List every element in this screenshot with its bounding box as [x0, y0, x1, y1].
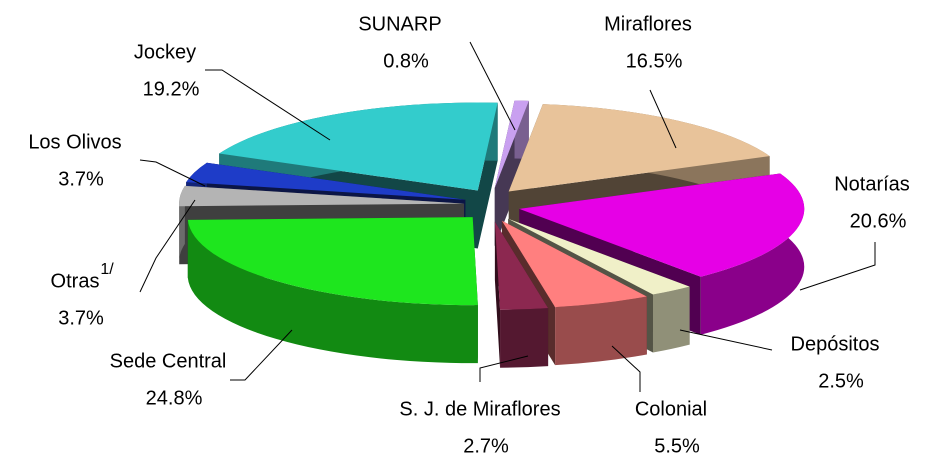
- leader-line: [205, 69, 331, 141]
- slice-side: [500, 308, 549, 368]
- category-label: Jockey: [134, 41, 196, 63]
- leader-line: [611, 345, 641, 392]
- value-label: 0.8%: [383, 50, 429, 72]
- value-label: 3.7%: [58, 168, 104, 190]
- category-label: Los Olivos: [28, 131, 121, 153]
- leader-line: [679, 329, 773, 351]
- slice: [508, 218, 690, 295]
- category-label: Sede Central: [110, 350, 227, 372]
- slice: [186, 162, 466, 200]
- slice: [519, 173, 805, 277]
- footnote-mark: 1/: [100, 261, 114, 278]
- leader-line: [799, 242, 876, 291]
- leader-line: [139, 159, 206, 187]
- value-label: 24.8%: [146, 387, 203, 409]
- value-label: 2.5%: [818, 370, 864, 392]
- value-label: 5.5%: [654, 435, 700, 457]
- value-label: 2.7%: [463, 435, 509, 457]
- value-label: 3.7%: [58, 307, 104, 329]
- leader-line: [139, 199, 196, 293]
- slice: [508, 104, 770, 192]
- leader-line: [649, 89, 677, 149]
- slice: [219, 102, 498, 191]
- value-label: 19.2%: [143, 78, 200, 100]
- slice-side: [652, 286, 690, 353]
- category-label: Otras: [51, 270, 100, 292]
- leader-line: [469, 41, 516, 131]
- category-label: Miraflores: [604, 13, 692, 35]
- value-label: 16.5%: [626, 50, 683, 72]
- slice: [494, 100, 529, 189]
- slice: [501, 220, 647, 308]
- slice-side: [187, 219, 478, 364]
- category-label: S. J. de Miraflores: [399, 398, 560, 420]
- category-label: Notarías: [834, 173, 910, 195]
- category-label: Colonial: [635, 398, 707, 420]
- slice-side: [700, 173, 805, 335]
- leader-line: [479, 355, 529, 382]
- category-label: SUNARP: [358, 13, 441, 35]
- slice: [187, 217, 478, 306]
- value-label: 20.6%: [850, 210, 907, 232]
- leader-line: [230, 329, 293, 381]
- category-label: Depósitos: [791, 333, 880, 355]
- slice-side: [555, 296, 647, 366]
- slice: [179, 185, 465, 207]
- slice: [494, 221, 549, 310]
